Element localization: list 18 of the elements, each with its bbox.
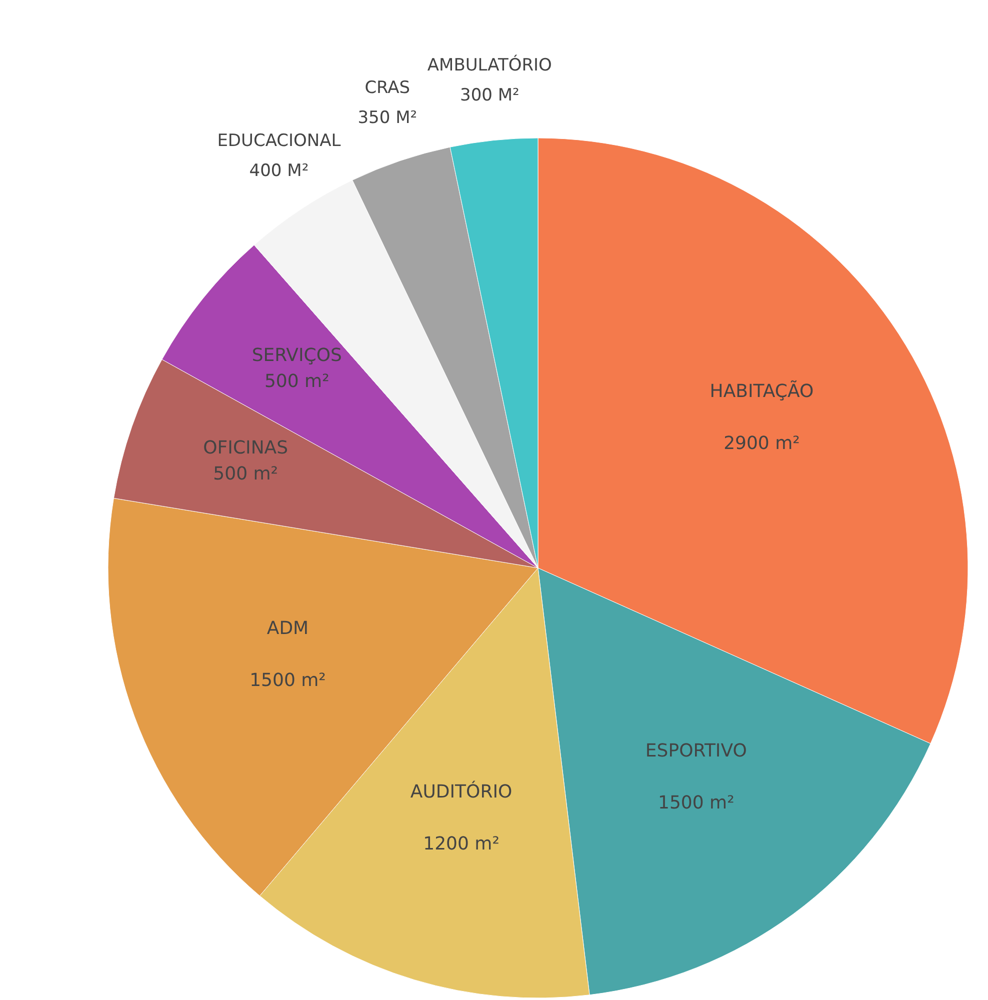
slice-label: ESPORTIVO	[645, 740, 747, 762]
slice-label: SERVIÇOS	[252, 344, 342, 366]
slice-label: CRAS	[364, 78, 410, 98]
data-label: 400 M²	[249, 160, 309, 181]
data-label: 1500 m²	[658, 792, 734, 814]
slice-label: AUDITÓRIO	[410, 780, 512, 802]
slice-label: HABITAÇÃO	[710, 380, 814, 402]
slice-label: EDUCACIONAL	[217, 130, 342, 151]
data-label: 1500 m²	[250, 670, 326, 691]
data-label: 500 m²	[264, 370, 330, 392]
data-label: 2900 m²	[724, 432, 800, 454]
data-label: 500 m²	[213, 463, 278, 484]
slice-label: ADM	[266, 618, 309, 639]
data-label: 300 M²	[460, 85, 520, 106]
data-label: 350 M²	[358, 108, 418, 128]
slice-label: AMBULATÓRIO	[427, 54, 552, 76]
data-label: 1200 m²	[423, 833, 500, 854]
slice-label: OFICINAS	[203, 437, 288, 458]
